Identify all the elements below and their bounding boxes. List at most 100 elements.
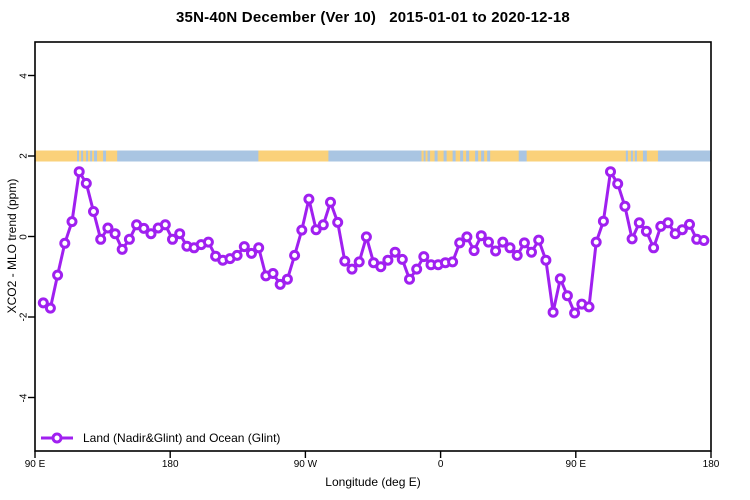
data-point: [138, 222, 150, 234]
data-point: [698, 235, 710, 246]
ocean-band: [35, 150, 711, 162]
data-point: [102, 222, 114, 234]
land-band-segment: [632, 150, 635, 162]
data-point: [325, 196, 336, 208]
land-band-segment: [258, 150, 329, 162]
data-point: [267, 268, 279, 279]
data-point: [339, 255, 351, 267]
data-point: [526, 246, 537, 258]
data-point: [289, 249, 301, 261]
land-band-segment: [526, 150, 626, 162]
x-tick-label: 180: [702, 459, 720, 470]
data-point: [274, 278, 286, 290]
land-band-segment: [490, 150, 519, 162]
data-point: [518, 237, 530, 249]
data-point: [684, 218, 695, 230]
data-point: [497, 236, 509, 248]
data-point: [483, 236, 494, 248]
data-point: [648, 242, 660, 254]
data-point: [317, 219, 329, 231]
land-band-segment: [484, 150, 488, 162]
data-point: [202, 236, 214, 248]
data-point: [619, 200, 631, 212]
data-point: [540, 254, 552, 266]
chart-title: 35N-40N December (Ver 10) 2015-01-01 to …: [176, 9, 570, 26]
y-tick-label: -2: [18, 312, 30, 322]
data-point: [310, 224, 322, 236]
data-point: [37, 297, 49, 309]
land-band-segment: [636, 150, 643, 162]
data-point: [66, 216, 78, 228]
data-point: [360, 231, 372, 243]
data-point: [404, 273, 415, 285]
data-point: [605, 166, 616, 178]
data-point: [468, 245, 480, 257]
data-point: [475, 230, 487, 242]
x-tick-label: 90 E: [565, 459, 587, 470]
data-point: [533, 234, 545, 246]
data-point: [396, 253, 408, 265]
data-point: [59, 237, 71, 249]
data-point: [662, 217, 674, 229]
data-point: [95, 233, 107, 245]
data-point: [123, 233, 135, 245]
data-point: [145, 228, 157, 240]
data-point: [253, 242, 265, 254]
data-point: [375, 261, 387, 273]
data-point: [676, 224, 688, 236]
land-band-segment: [83, 150, 87, 162]
data-point: [411, 263, 423, 275]
y-tick-label: 4: [18, 72, 30, 79]
land-band-segment: [478, 150, 482, 162]
data-point: [346, 263, 358, 275]
data-point: [80, 177, 92, 189]
land-band-segment: [437, 150, 444, 162]
data-point: [109, 228, 121, 240]
data-point: [303, 193, 315, 205]
data-point: [174, 228, 186, 240]
data-point: [238, 241, 250, 253]
land-band-segment: [97, 150, 104, 162]
plot-box: [34, 41, 712, 452]
data-point: [52, 269, 64, 281]
data-point: [597, 215, 609, 227]
data-point: [626, 233, 638, 245]
data-point: [561, 290, 573, 302]
data-point: [353, 256, 365, 268]
data-point: [159, 219, 171, 231]
data-point: [231, 249, 243, 261]
land-band-segment: [425, 150, 428, 162]
data-point: [44, 302, 56, 314]
data-point: [167, 233, 178, 245]
data-point: [547, 306, 559, 318]
land-band-segment: [92, 150, 95, 162]
data-point: [447, 256, 459, 268]
land-band-segment: [646, 150, 658, 162]
land-band-segment: [469, 150, 476, 162]
data-point: [640, 225, 652, 237]
y-tick-label: -4: [18, 393, 30, 402]
data-point: [389, 246, 401, 258]
data-point: [511, 249, 523, 261]
data-point: [246, 247, 257, 259]
x-tick-label: 180: [161, 459, 179, 470]
data-point: [490, 245, 502, 257]
data-point: [590, 236, 602, 248]
land-band-segment: [79, 150, 82, 162]
data-point: [583, 301, 595, 313]
data-point: [633, 217, 645, 229]
x-tick-label: 0: [437, 459, 444, 470]
data-point: [554, 273, 566, 285]
x-tick-label: 90 W: [293, 459, 318, 470]
data-point: [461, 231, 473, 243]
land-band-segment: [446, 150, 453, 162]
land-band-segment: [35, 150, 78, 162]
data-point: [116, 243, 128, 255]
data-point: [454, 237, 466, 249]
data-point: [73, 166, 85, 178]
data-point: [418, 251, 430, 263]
data-point: [569, 307, 581, 319]
land-band-segment: [430, 150, 435, 162]
